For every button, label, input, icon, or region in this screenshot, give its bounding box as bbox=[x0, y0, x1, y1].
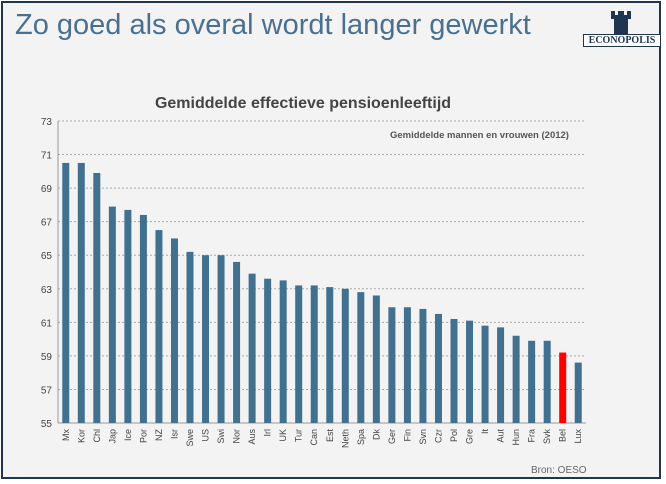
bar-nz bbox=[155, 230, 163, 423]
chart-subtitle: Gemiddelde mannen en vrouwen (2012) bbox=[390, 130, 569, 141]
y-tick-label: 63 bbox=[41, 285, 53, 296]
x-tick-label: Svk bbox=[542, 429, 552, 445]
bar-fin bbox=[403, 307, 411, 423]
x-tick-label: UK bbox=[278, 429, 288, 442]
bar-neth bbox=[341, 288, 349, 423]
x-tick-label: Por bbox=[138, 429, 148, 443]
y-tick-label: 71 bbox=[41, 151, 53, 162]
x-tick-label: Fra bbox=[527, 429, 537, 443]
x-tick-label: Nor bbox=[232, 429, 242, 444]
x-tick-label: Lux bbox=[573, 429, 583, 444]
x-tick-label: Ger bbox=[387, 429, 397, 444]
x-tick-label: Svn bbox=[418, 429, 428, 445]
logo-text: ECONOPOLIS bbox=[583, 34, 661, 47]
bar-spa bbox=[357, 292, 365, 423]
tower-icon bbox=[611, 11, 631, 35]
bar-swe bbox=[186, 251, 194, 423]
x-tick-label: Swi bbox=[216, 429, 226, 444]
y-tick-label: 65 bbox=[41, 251, 53, 262]
x-tick-label: Spa bbox=[356, 429, 366, 445]
bar-aus bbox=[248, 273, 256, 423]
bar-est bbox=[326, 287, 334, 423]
bar-swi bbox=[217, 255, 225, 423]
x-tick-label: Fin bbox=[402, 429, 412, 442]
x-tick-label: Kor bbox=[76, 429, 86, 443]
x-tick-label: Mx bbox=[61, 429, 71, 441]
x-tick-label: Gre bbox=[465, 429, 475, 444]
x-tick-label: Chl bbox=[92, 429, 102, 443]
bar-nor bbox=[233, 261, 241, 423]
bar-mx bbox=[62, 162, 70, 423]
x-tick-label: Ice bbox=[123, 429, 133, 441]
x-tick-label: Dk bbox=[371, 429, 381, 440]
chart-title: Gemiddelde effectieve pensioenleeftijd bbox=[154, 95, 452, 112]
x-tick-label: Tur bbox=[294, 429, 304, 442]
x-tick-label: Pol bbox=[449, 429, 459, 442]
bar-irl bbox=[264, 278, 272, 423]
y-tick-label: 59 bbox=[41, 352, 53, 363]
y-tick-label: 69 bbox=[41, 184, 53, 195]
x-tick-label: Jap bbox=[107, 429, 117, 444]
econopolis-logo: ECONOPOLIS bbox=[583, 7, 661, 47]
x-tick-label: Neth bbox=[340, 429, 350, 448]
y-tick-label: 73 bbox=[41, 117, 53, 128]
x-tick-label: Aus bbox=[247, 429, 257, 445]
y-tick-label: 61 bbox=[41, 318, 53, 329]
bar-uk bbox=[279, 280, 287, 423]
bar-aut bbox=[497, 327, 505, 423]
slide-title: Zo goed als overal wordt langer gewerkt bbox=[15, 9, 531, 41]
source-note: Bron: OESO bbox=[531, 465, 587, 476]
bar-ger bbox=[388, 307, 396, 423]
bar-gre bbox=[466, 320, 474, 423]
x-tick-label: Est bbox=[325, 429, 335, 443]
bar-jap bbox=[108, 206, 116, 423]
x-tick-label: NZ bbox=[154, 429, 164, 441]
bar-ice bbox=[124, 209, 132, 423]
bar-czr bbox=[434, 313, 442, 423]
y-tick-label: 67 bbox=[41, 218, 53, 229]
x-tick-label: Bel bbox=[558, 429, 568, 442]
bar-can bbox=[310, 285, 318, 423]
bar-chl bbox=[93, 173, 101, 423]
x-tick-label: Can bbox=[309, 429, 319, 446]
y-tick-label: 55 bbox=[41, 419, 53, 430]
bar-pol bbox=[450, 318, 458, 423]
bar-fra bbox=[528, 340, 536, 423]
x-tick-label: US bbox=[201, 429, 211, 442]
x-tick-label: Isr bbox=[169, 429, 179, 439]
bar-svn bbox=[419, 308, 427, 423]
bar-tur bbox=[295, 285, 303, 423]
bar-svk bbox=[543, 340, 551, 423]
bar-lux bbox=[574, 362, 582, 423]
bar-us bbox=[202, 255, 210, 423]
y-tick-label: 57 bbox=[41, 385, 53, 396]
x-tick-label: Swe bbox=[185, 429, 195, 447]
bar-isr bbox=[170, 238, 178, 423]
x-tick-label: Aut bbox=[496, 429, 506, 443]
x-tick-label: Irl bbox=[263, 429, 273, 437]
bar-dk bbox=[372, 295, 380, 423]
x-tick-label: Czr bbox=[433, 429, 443, 443]
bar-bel bbox=[559, 352, 567, 423]
bar-kor bbox=[77, 162, 85, 423]
x-tick-label: It bbox=[480, 429, 490, 435]
x-tick-label: Hun bbox=[511, 429, 521, 446]
bar-por bbox=[139, 214, 147, 423]
bar-hun bbox=[512, 335, 520, 423]
bar-it bbox=[481, 325, 489, 423]
